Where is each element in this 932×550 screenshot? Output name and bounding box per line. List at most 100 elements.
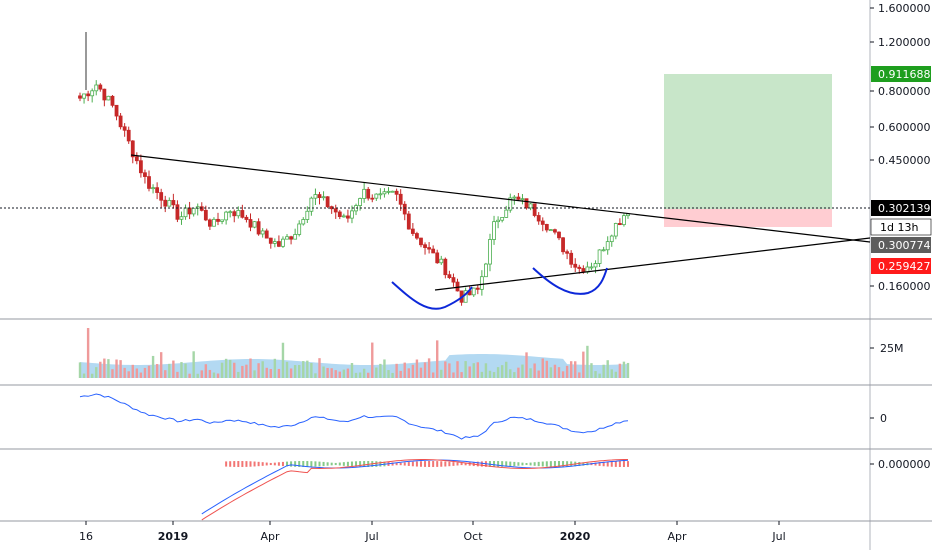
volume-bar (257, 363, 260, 378)
candle-body (398, 193, 403, 205)
signal-line (201, 459, 628, 521)
candle-body (147, 176, 151, 189)
macd-histogram-bar (501, 461, 504, 467)
volume-bar (285, 361, 289, 378)
macd-histogram-bar (245, 461, 248, 467)
volume-bar (354, 372, 358, 378)
volume-bar (521, 364, 524, 378)
macd-histogram-bar (460, 462, 463, 466)
volume-bar (598, 373, 601, 378)
macd-histogram-bar (444, 461, 447, 467)
volume-bar (188, 373, 191, 378)
candle-body (155, 187, 160, 193)
price-axis[interactable] (870, 0, 932, 550)
macd-histogram-bar (537, 461, 540, 467)
volume-bar (298, 365, 301, 378)
candle-body (220, 219, 224, 222)
candle-body (512, 196, 517, 199)
price-tick: 0.160000 (878, 280, 931, 293)
volume-bar (216, 373, 220, 378)
candle-body (98, 84, 103, 90)
macd-histogram-bar (334, 462, 337, 466)
candle-body (577, 266, 582, 269)
volume-bar (273, 358, 277, 378)
volume-bar (362, 368, 366, 378)
stop-loss-zone[interactable] (664, 209, 832, 227)
volume-bar (395, 363, 398, 378)
time-tick: 2019 (158, 530, 189, 543)
macd-histogram-bar (606, 461, 609, 467)
ascending-trendline[interactable] (434, 237, 871, 291)
volume-bar (228, 359, 232, 378)
target-price-tag (871, 66, 931, 82)
candle-body (232, 211, 237, 217)
volume-bar (541, 358, 544, 378)
candle-body (386, 190, 391, 193)
candle-body (179, 216, 184, 220)
left-shoulder-curve[interactable] (391, 281, 473, 310)
candle-body (240, 210, 245, 218)
macd-histogram-bar (598, 462, 601, 466)
candle-body (394, 190, 399, 195)
candle-body (402, 203, 407, 215)
volume-bar (350, 363, 354, 378)
volume-bar (224, 358, 228, 378)
macd-histogram-bar (355, 461, 358, 467)
volume-bar (371, 342, 374, 378)
candle-body (622, 215, 626, 226)
candle-body (102, 88, 107, 101)
macd-histogram-bar (229, 461, 232, 467)
macd-histogram-bar (464, 462, 467, 466)
macd-histogram-bar (314, 461, 317, 467)
candle-body (479, 276, 484, 290)
volume-bar (529, 368, 532, 378)
macd-histogram-bar (553, 461, 556, 467)
candle-body (163, 199, 168, 207)
volume-bar (123, 367, 126, 378)
right-shoulder-curve[interactable] (532, 267, 608, 295)
volume-bar (553, 364, 557, 378)
macd-histogram-bar (350, 461, 353, 467)
volume-bar (440, 369, 443, 378)
time-tick: Apr (260, 530, 280, 543)
volume-bar (293, 365, 297, 378)
volume-bar (492, 372, 496, 378)
price-tick: 0.600000 (878, 121, 931, 134)
volume-bar (358, 372, 362, 378)
volume-bar (269, 369, 272, 378)
candle-body (561, 237, 565, 253)
candle-body (613, 223, 618, 237)
volume-bar (314, 373, 317, 378)
macd-pane[interactable] (0, 450, 870, 520)
candle-body (248, 219, 253, 228)
volume-bar (484, 363, 488, 378)
candle-body (504, 209, 509, 218)
macd-histogram-bar (277, 462, 280, 466)
macd-histogram-bar (582, 462, 585, 466)
candle-body (289, 236, 293, 240)
volume-bar (95, 367, 98, 378)
macd-histogram-bar (493, 461, 496, 467)
time-axis[interactable]: 16 2019 Apr Jul Oct 2020 Apr Jul (79, 521, 786, 543)
candle-body (435, 252, 440, 264)
volume-bar (322, 366, 325, 378)
volume-bar (78, 362, 82, 378)
volume-bar (184, 363, 187, 378)
take-profit-zone[interactable] (664, 74, 832, 209)
volume-bar (578, 372, 581, 378)
candle-body (236, 210, 241, 217)
volume-bar (338, 371, 341, 378)
volume-bar (168, 363, 171, 378)
candle-body (520, 198, 525, 201)
candle-body (528, 203, 533, 209)
macd-histogram-bar (428, 461, 431, 467)
macd-histogram-bar (249, 461, 252, 467)
macd-histogram-bar (566, 461, 569, 467)
volume-bar (423, 362, 427, 378)
macd-histogram-bar (257, 461, 260, 467)
descending-trendline[interactable] (130, 154, 871, 243)
oscillator-pane[interactable] (0, 386, 870, 448)
candle-body (297, 223, 302, 235)
candle-body (443, 258, 448, 276)
